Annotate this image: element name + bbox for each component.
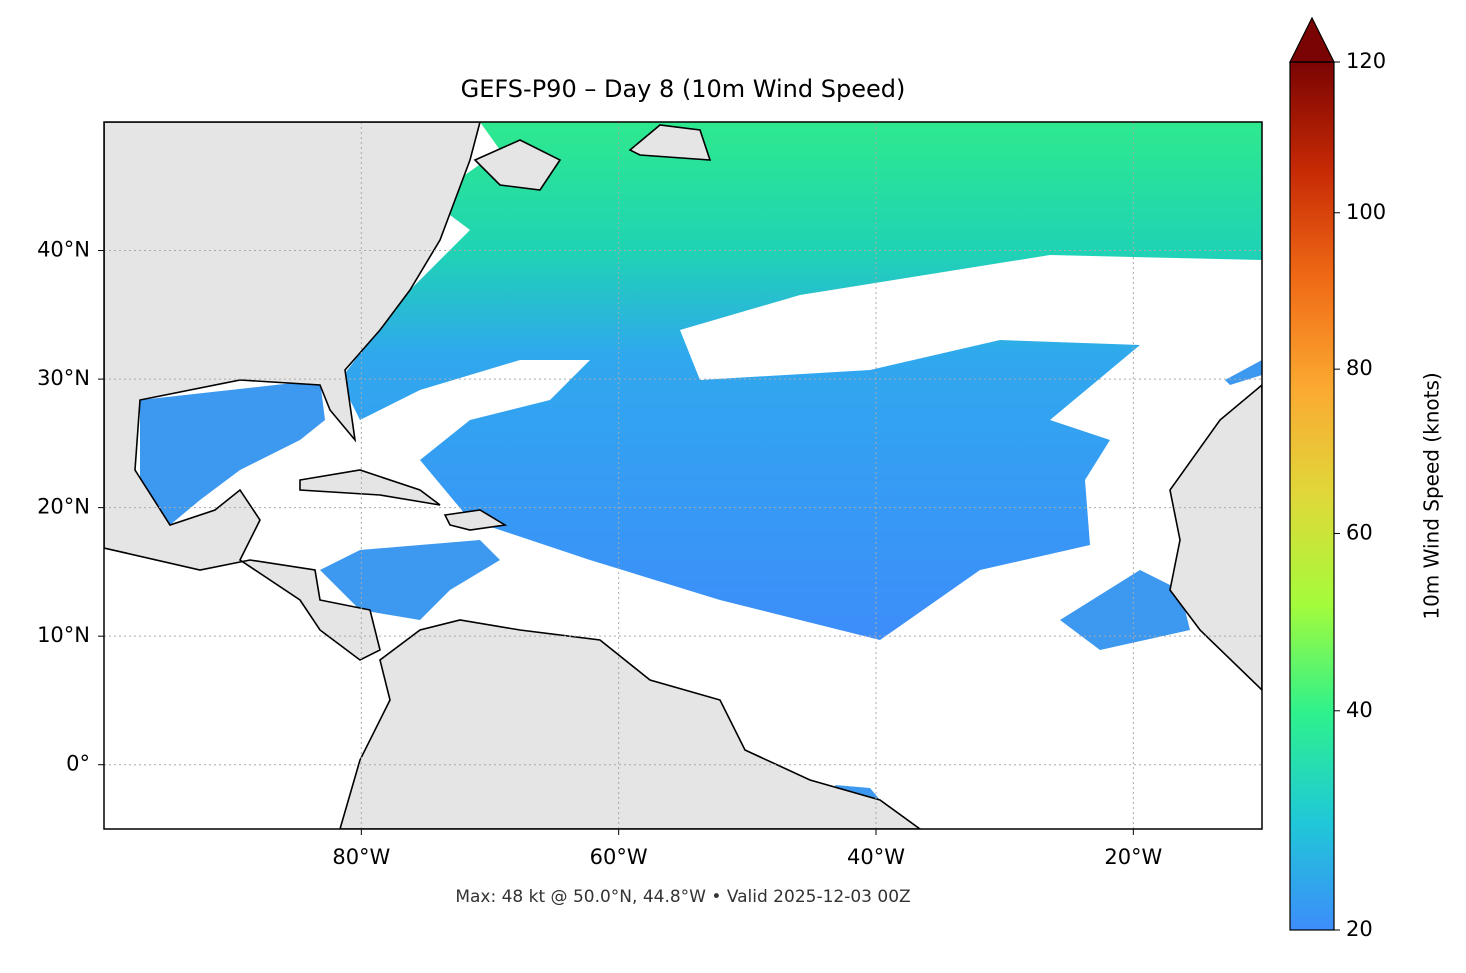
north-america <box>104 122 481 661</box>
y-tick-label: 0° <box>66 752 90 776</box>
chart-title: GEFS-P90 – Day 8 (10m Wind Speed) <box>461 75 906 103</box>
cuba <box>299 469 441 506</box>
x-tick-label: 60°W <box>590 845 648 869</box>
wind-area <box>1060 570 1190 650</box>
axis-ticks: 80°W 60°W 40°W 20°W 0° 10°N 20°N 30°N 40°N <box>37 238 1162 869</box>
africa <box>1169 383 1262 692</box>
y-tick-label: 40°N <box>37 238 90 262</box>
colorbar-tick-label: 100 <box>1346 200 1386 224</box>
wind-field <box>140 122 1262 800</box>
wind-area <box>140 380 325 525</box>
colorbar-label: 10m Wind Speed (knots) <box>1420 372 1444 619</box>
colorbar: 20 40 60 80 100 120 10m Wind Speed (knots) <box>1289 16 1444 941</box>
colorbar-fill <box>1290 62 1334 930</box>
colorbar-tick-label: 60 <box>1346 520 1373 544</box>
hispaniola <box>443 509 508 531</box>
y-tick-label: 20°N <box>37 495 90 519</box>
wind-area <box>320 540 500 620</box>
grid <box>104 122 1262 829</box>
colorbar-tick-label: 120 <box>1346 49 1386 73</box>
wind-area <box>340 122 1262 640</box>
map-frame <box>103 121 1263 830</box>
colorbar-tick-label: 20 <box>1346 917 1373 941</box>
y-tick-label: 30°N <box>37 366 90 390</box>
land <box>104 122 1262 829</box>
nova-scotia <box>473 139 562 191</box>
map-body <box>104 122 1262 829</box>
x-tick-label: 80°W <box>332 845 390 869</box>
x-tick-label: 40°W <box>847 845 905 869</box>
colorbar-extension <box>1289 16 1335 63</box>
south-america <box>339 619 922 829</box>
newfoundland <box>628 124 712 161</box>
colorbar-frame <box>1289 61 1335 931</box>
colorbar-tick-label: 40 <box>1346 698 1373 722</box>
footer-note: Max: 48 kt @ 50.0°N, 44.8°W • Valid 2025… <box>455 887 910 907</box>
x-tick-label: 20°W <box>1104 845 1162 869</box>
y-tick-label: 10°N <box>37 623 90 647</box>
colorbar-tick-label: 80 <box>1346 356 1373 380</box>
